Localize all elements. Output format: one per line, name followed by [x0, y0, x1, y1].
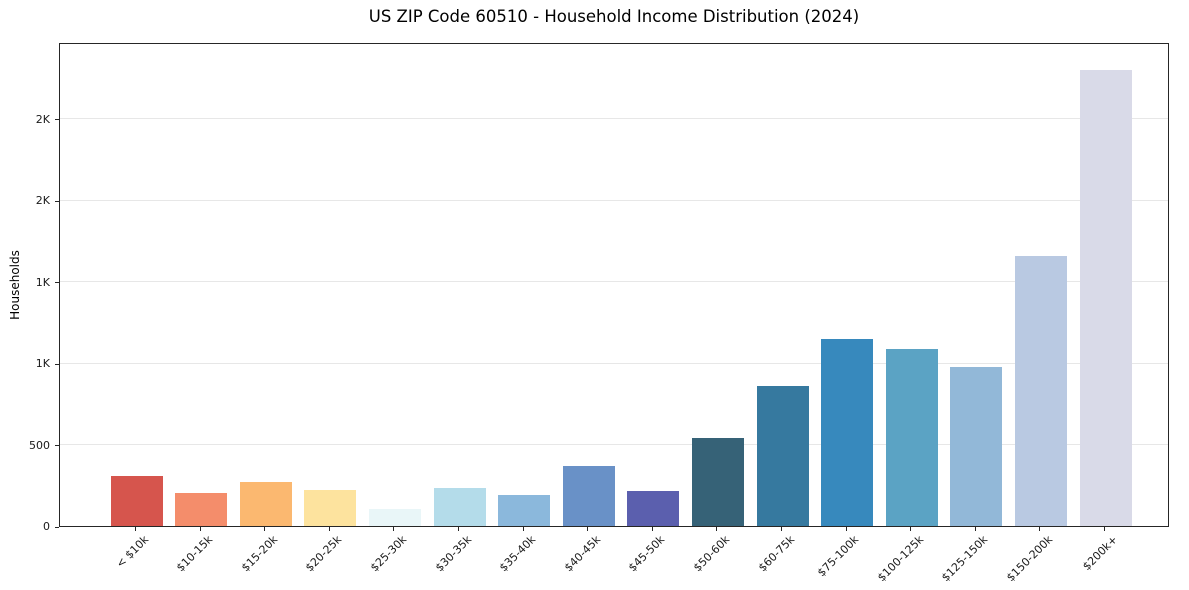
bar	[562, 465, 615, 526]
x-tick-label: $100-125k	[874, 533, 926, 585]
bar	[691, 438, 744, 526]
x-tick-mark	[522, 527, 524, 531]
bar	[304, 490, 357, 526]
x-tick-label: $200k+	[1079, 533, 1120, 574]
x-tick-label: < $10k	[113, 533, 151, 571]
x-tick-mark	[458, 527, 459, 531]
gridline	[60, 118, 1168, 120]
x-tick-label: $10-15k	[174, 533, 216, 575]
y-tick-label: 2K	[35, 112, 50, 126]
bar	[368, 508, 421, 526]
bar	[756, 385, 809, 526]
x-tick-mark	[910, 527, 912, 531]
y-tick-label: 1K	[35, 357, 50, 371]
bar	[950, 367, 1003, 526]
bar	[175, 493, 228, 526]
x-tick-mark	[845, 527, 847, 531]
x-tick-label: $30-35k	[432, 533, 474, 575]
x-tick-label: $35-40k	[497, 533, 539, 575]
x-tick-label: $40-45k	[561, 533, 603, 575]
y-tick-mark	[55, 445, 59, 447]
bar	[110, 475, 163, 526]
y-tick-label: 500	[29, 438, 50, 452]
x-tick-mark	[781, 527, 782, 531]
y-tick-mark	[55, 119, 59, 121]
x-tick-label: $25-30k	[367, 533, 410, 575]
y-tick-label: 0	[43, 520, 50, 533]
x-tick-label: $60-75k	[755, 533, 797, 575]
y-tick-mark	[55, 282, 59, 284]
x-tick-mark	[199, 527, 201, 531]
bar	[821, 338, 874, 526]
chart-title: US ZIP Code 60510 - Household Income Dis…	[368, 7, 860, 26]
y-tick-mark	[55, 200, 59, 202]
y-tick-mark	[55, 526, 59, 528]
x-tick-mark	[328, 527, 330, 531]
x-tick-label: $125-150k	[939, 533, 991, 585]
x-tick-mark	[974, 527, 976, 531]
gridline	[60, 444, 1168, 446]
x-tick-mark	[587, 527, 589, 531]
x-tick-label: $15-20k	[238, 533, 280, 575]
x-tick-mark	[264, 527, 266, 531]
x-tick-label: $50-60k	[690, 533, 733, 575]
x-tick-mark	[135, 527, 136, 531]
bar	[239, 482, 292, 526]
bar	[627, 491, 680, 526]
y-tick-label: 1K	[35, 275, 50, 289]
bar	[498, 495, 551, 526]
x-tick-label: $20-25k	[303, 533, 345, 575]
plot-area	[59, 43, 1169, 527]
bar	[1014, 255, 1067, 526]
bar	[433, 487, 486, 526]
bar	[885, 349, 938, 526]
gridline	[60, 199, 1168, 201]
y-tick-mark	[55, 363, 59, 365]
x-tick-mark	[651, 527, 653, 531]
x-tick-label: $150-200k	[1003, 533, 1056, 585]
x-tick-mark	[1104, 527, 1105, 531]
bar	[1079, 69, 1132, 526]
gridline	[60, 362, 1168, 364]
x-tick-label: $45-50k	[626, 533, 668, 575]
x-tick-label: $75-100k	[815, 533, 862, 580]
y-tick-label: 2K	[35, 194, 50, 208]
x-tick-mark	[716, 527, 718, 531]
x-tick-mark	[1039, 527, 1041, 531]
gridline	[60, 281, 1168, 283]
x-tick-mark	[393, 527, 395, 531]
